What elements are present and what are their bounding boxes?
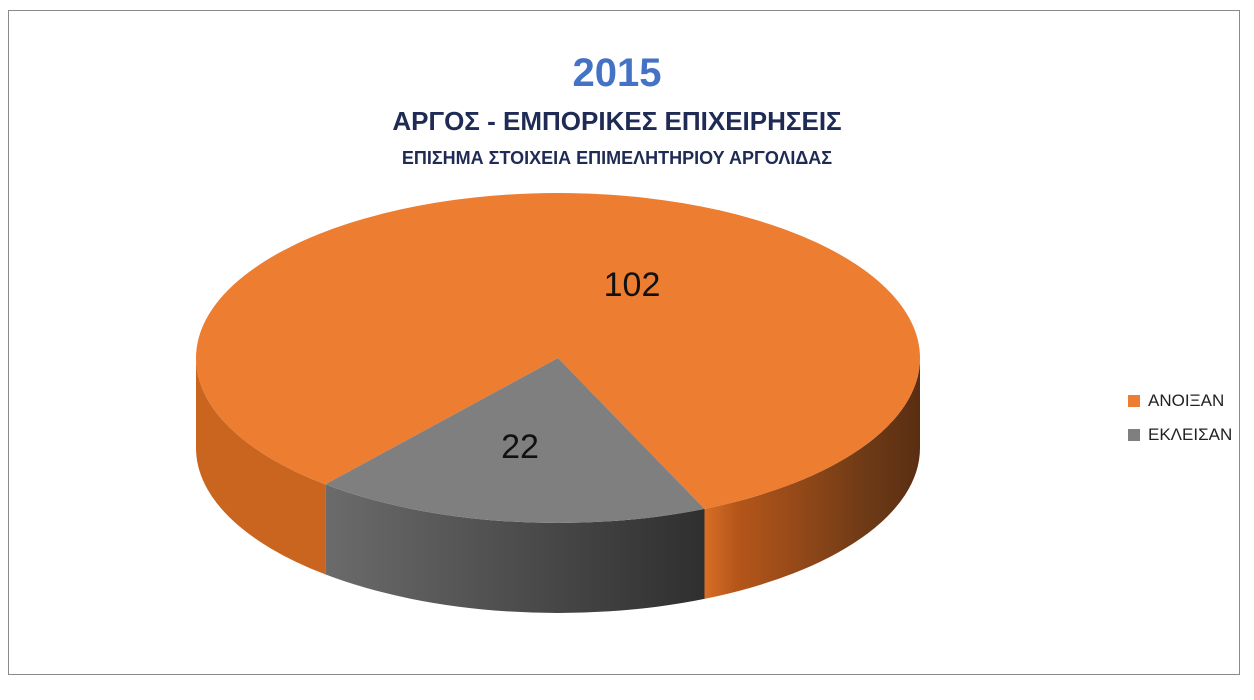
- pie-side-opened-left: [196, 358, 326, 575]
- legend-label-closed: ΕΚΛΕΙΣΑΝ: [1148, 425, 1233, 444]
- legend-item-opened: ΑΝΟΙΞΑΝ: [1128, 384, 1232, 418]
- data-label-opened: 102: [604, 266, 661, 304]
- pie-slice-opened: [195, 192, 920, 509]
- chart-source-subtitle: ΕΠΙΣΗΜΑ ΣΤΟΙΧΕΙΑ ΕΠΙΜΕΛΗΤΗΡΙΟΥ ΑΡΓΟΛΙΔΑΣ: [401, 148, 833, 168]
- pie-side-opened-right: [704, 358, 920, 599]
- chart-title: 2015: [572, 51, 662, 95]
- pie-side-closed: [325, 484, 705, 613]
- chart-subtitle: ΑΡΓΟΣ - ΕΜΠΟΡΙΚΕΣ ΕΠΙΧΕΙΡΗΣΕΙΣ: [392, 106, 842, 136]
- legend-item-closed: ΕΚΛΕΙΣΑΝ: [1128, 418, 1232, 452]
- legend-swatch-closed: [1128, 429, 1140, 441]
- legend: ΑΝΟΙΞΑΝ ΕΚΛΕΙΣΑΝ: [1128, 384, 1232, 452]
- pie-slice-closed: [325, 358, 705, 523]
- data-label-closed: 22: [501, 428, 539, 466]
- legend-label-opened: ΑΝΟΙΞΑΝ: [1148, 391, 1225, 410]
- legend-swatch-opened: [1128, 395, 1140, 407]
